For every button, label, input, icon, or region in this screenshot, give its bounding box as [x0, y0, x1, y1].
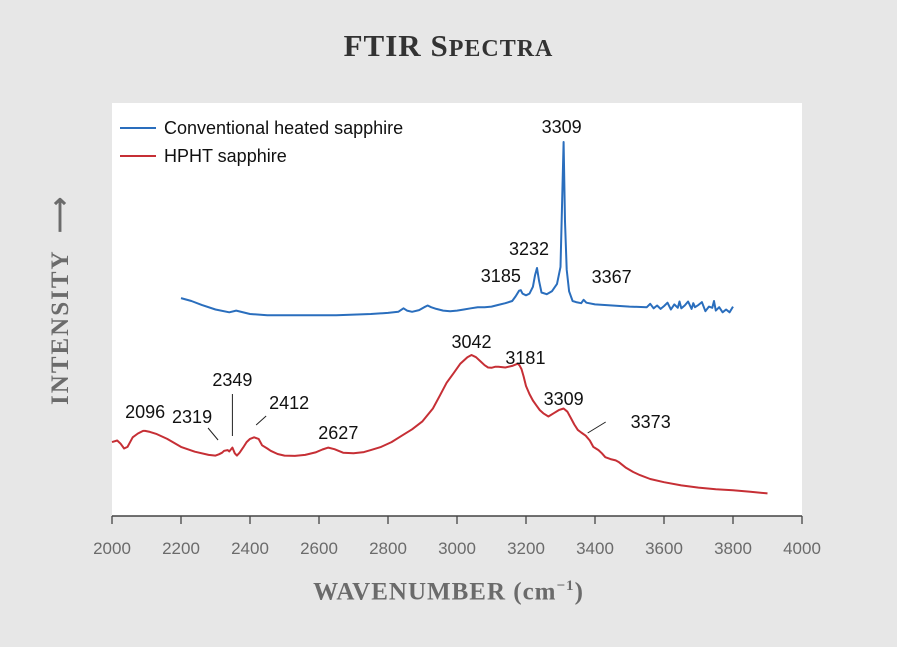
series-line-hpht [111, 354, 768, 495]
x-tick-label: 3800 [714, 539, 752, 558]
peak-label-3181: 3181 [505, 348, 545, 368]
x-axis-ticks: 2000 2200 2400 2600 2800 3000 3200 3400 3600 3800… [93, 516, 821, 558]
series-layer [111, 141, 768, 495]
plot-area [112, 103, 802, 516]
peak-label-3185: 3185 [481, 266, 521, 286]
peak-label-3042: 3042 [451, 332, 491, 352]
chart-title-smallcaps: PECTRA [448, 36, 554, 62]
annotation-leader-line [207, 427, 219, 441]
peak-label-2412: 2412 [269, 393, 309, 413]
x-tick-label: 2200 [162, 539, 200, 558]
chart-title-main: FTIR S [343, 28, 449, 63]
peak-label-3232: 3232 [509, 239, 549, 259]
chart-title: FTIR SPECTRA [0, 28, 897, 64]
peak-label-2096: 2096 [125, 402, 165, 422]
x-tick-label: 2600 [300, 539, 338, 558]
peak-label-3373: 3373 [631, 412, 671, 432]
x-tick-label: 2400 [231, 539, 269, 558]
annotation-leader-line [255, 415, 267, 426]
peak-label-3309: 3309 [542, 117, 582, 137]
legend-label-1: HPHT sapphire [164, 146, 287, 166]
x-tick-label: 3200 [507, 539, 545, 558]
x-tick-label: 2000 [93, 539, 131, 558]
peak-label-3367: 3367 [592, 267, 632, 287]
y-axis-label-text: INTENSITY [47, 249, 74, 405]
annotation-leader-line [587, 421, 606, 434]
y-axis-label: INTENSITY ⟶ [45, 170, 75, 430]
y-axis-arrow-icon: ⟶ [47, 195, 74, 233]
series-line-conventional [180, 141, 734, 317]
x-tick-label: 4000 [783, 539, 821, 558]
peak-label-2627: 2627 [318, 423, 358, 443]
x-axis-label-sup: −1 [556, 578, 575, 594]
x-tick-label: 3400 [576, 539, 614, 558]
x-axis-label-close: ) [574, 578, 584, 606]
peak-label-2349: 2349 [212, 370, 252, 390]
x-axis-label-main: WAVENUMBER (cm [313, 578, 557, 606]
legend-label-0: Conventional heated sapphire [164, 118, 403, 138]
x-tick-label: 3000 [438, 539, 476, 558]
x-axis-label: WAVENUMBER (cm−1) [0, 578, 897, 606]
legend: Conventional heated sapphire HPHT sapphir… [120, 118, 403, 166]
x-tick-label: 3600 [645, 539, 683, 558]
peak-label-3309: 3309 [544, 389, 584, 409]
x-tick-label: 2800 [369, 539, 407, 558]
peak-label-2319: 2319 [172, 407, 212, 427]
